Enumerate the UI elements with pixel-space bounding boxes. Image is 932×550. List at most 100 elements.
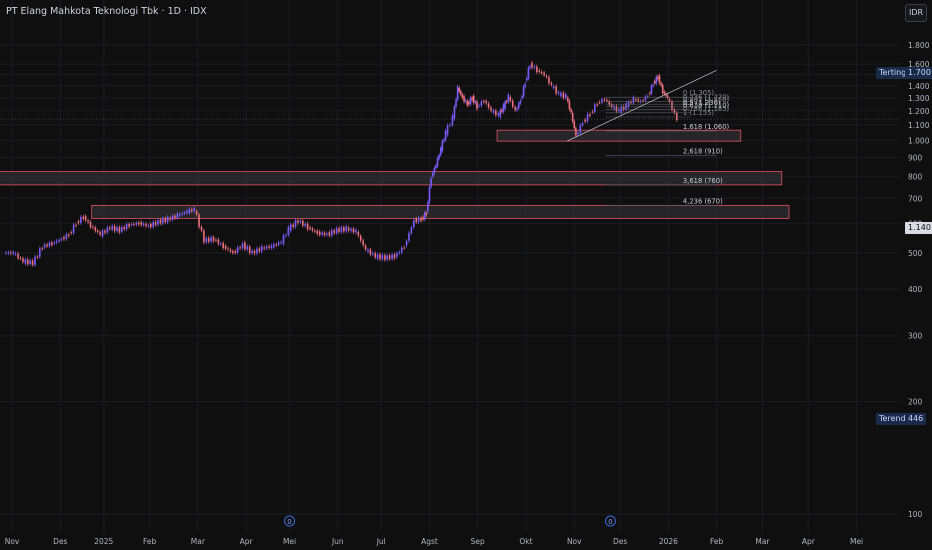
candle-body bbox=[526, 78, 528, 81]
candle-body bbox=[524, 84, 527, 87]
candle-body bbox=[577, 132, 579, 134]
candle-body bbox=[427, 202, 429, 212]
candle-body bbox=[571, 113, 574, 122]
candle-body bbox=[270, 245, 273, 249]
candle-body bbox=[584, 119, 586, 122]
fib-label: 0.5 (1.230) bbox=[683, 99, 721, 107]
x-tick-label: Sep bbox=[471, 537, 485, 546]
candle-body bbox=[227, 248, 229, 250]
candle-body bbox=[391, 254, 393, 260]
candle-body bbox=[178, 214, 181, 216]
candle-body bbox=[253, 251, 256, 254]
candle-body bbox=[517, 103, 520, 109]
candle-body bbox=[548, 77, 550, 84]
candle-body bbox=[207, 237, 210, 242]
y-tick-label: 400 bbox=[908, 285, 923, 294]
candle-body bbox=[438, 155, 440, 159]
zone-rect bbox=[496, 129, 742, 142]
candle-body bbox=[482, 101, 485, 103]
candle-body bbox=[309, 227, 311, 229]
candle-body bbox=[565, 94, 567, 98]
candle-body bbox=[655, 76, 658, 84]
candle-body bbox=[495, 110, 497, 116]
candle-body bbox=[36, 256, 39, 258]
candle-body bbox=[306, 223, 309, 230]
y-tick-label: 1.800 bbox=[908, 41, 930, 50]
candle-body bbox=[610, 104, 613, 107]
candle-body bbox=[198, 214, 200, 227]
candle-body bbox=[393, 254, 396, 259]
candle-body bbox=[533, 66, 536, 68]
currency-button[interactable]: IDR bbox=[905, 4, 927, 22]
candle-body bbox=[613, 106, 615, 109]
candle-body bbox=[77, 221, 80, 223]
event-marker bbox=[604, 515, 616, 527]
candle-body bbox=[14, 253, 17, 255]
candle-body bbox=[367, 249, 369, 252]
candle-body bbox=[499, 109, 502, 118]
candle-body bbox=[430, 178, 432, 187]
candle-body bbox=[51, 242, 53, 246]
low-value-badge: 446 bbox=[905, 413, 927, 425]
candle-body bbox=[53, 242, 56, 244]
candle-body bbox=[287, 226, 290, 235]
candle-body bbox=[84, 216, 87, 221]
candle-body bbox=[649, 93, 651, 95]
x-tick-label: Agst bbox=[421, 537, 438, 546]
time-axis[interactable]: Nov Des 2025 Feb Mar Apr Mei Jun Jul Agst Sep Okt No… bbox=[5, 537, 863, 546]
candle-body bbox=[480, 101, 483, 106]
candle-body bbox=[183, 212, 186, 214]
candle-body bbox=[630, 101, 632, 103]
candle-body bbox=[63, 237, 65, 240]
trendline[interactable] bbox=[566, 69, 717, 142]
x-tick-label: Mar bbox=[755, 537, 770, 546]
candle-body bbox=[75, 224, 77, 226]
candle-body bbox=[154, 222, 157, 225]
candle-body bbox=[384, 255, 386, 260]
candle-body bbox=[222, 243, 224, 248]
candle-body bbox=[413, 220, 415, 228]
candle-body bbox=[511, 100, 514, 107]
candle-body bbox=[417, 217, 420, 222]
candle-body bbox=[657, 76, 659, 80]
candle-body bbox=[17, 253, 19, 259]
candle-body bbox=[536, 66, 538, 73]
candle-body bbox=[157, 220, 159, 225]
candle-body bbox=[212, 237, 215, 242]
candle-body bbox=[217, 239, 220, 244]
candle-body bbox=[125, 224, 128, 230]
candle-body bbox=[398, 252, 401, 254]
candle-body bbox=[316, 230, 319, 234]
candle-body bbox=[135, 222, 138, 225]
x-tick-label: Feb bbox=[143, 537, 157, 546]
candle-body bbox=[531, 62, 533, 68]
candle-body bbox=[463, 96, 465, 102]
candle-body bbox=[507, 94, 510, 102]
candle-body bbox=[436, 158, 439, 167]
candle-body bbox=[379, 254, 381, 260]
candle-body bbox=[210, 237, 212, 242]
candle-body bbox=[443, 139, 445, 142]
fib-label: 1.618 (1.060) bbox=[683, 123, 730, 131]
candle-body bbox=[637, 99, 640, 102]
candle-body bbox=[133, 223, 135, 225]
x-tick-label: 2025 bbox=[94, 537, 113, 546]
y-tick-label: 100 bbox=[908, 510, 923, 519]
candle-body bbox=[620, 106, 623, 114]
candle-body bbox=[22, 258, 24, 262]
candle-body bbox=[451, 115, 454, 125]
candle-body bbox=[338, 228, 340, 232]
candle-body bbox=[408, 232, 410, 241]
candle-body bbox=[634, 99, 637, 101]
candle-body bbox=[603, 99, 606, 101]
candle-body bbox=[521, 96, 523, 99]
y-tick-label: 800 bbox=[908, 173, 923, 182]
candle-body bbox=[490, 107, 492, 111]
candle-body bbox=[152, 221, 155, 228]
candle-body bbox=[381, 255, 384, 260]
candle-body bbox=[586, 114, 589, 122]
candle-body bbox=[668, 99, 671, 102]
